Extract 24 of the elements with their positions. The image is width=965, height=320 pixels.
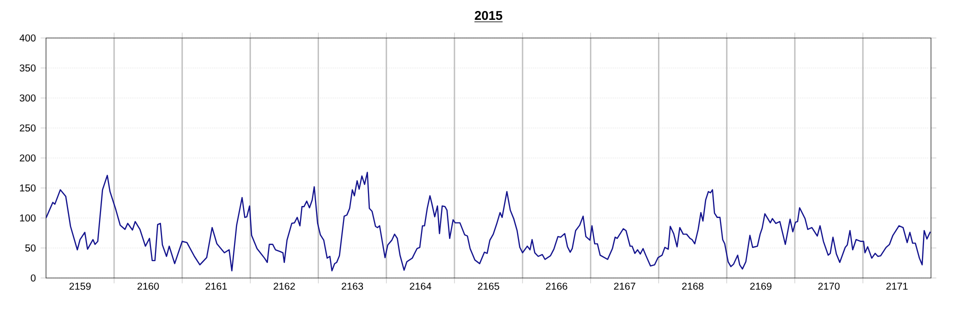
y-tick-label: 150 <box>20 184 36 192</box>
y-tick-label: 400 <box>20 34 36 42</box>
x-tick-label: 2162 <box>274 282 295 290</box>
chart-title: 2015 <box>474 10 502 20</box>
y-tick-label: 300 <box>20 94 36 102</box>
x-tick-label: 2169 <box>750 282 772 290</box>
x-tick-label: 2160 <box>138 282 159 290</box>
x-tick-label: 2166 <box>546 282 568 290</box>
x-tick-label: 2163 <box>342 282 364 290</box>
line-series <box>46 172 931 272</box>
x-tick-label: 2161 <box>206 282 227 290</box>
x-tick-label: 2159 <box>69 282 91 290</box>
x-tick-label: 2165 <box>478 282 500 290</box>
y-tick-label: 350 <box>20 64 36 72</box>
y-tick-label: 50 <box>25 244 36 252</box>
x-tick-label: 2170 <box>818 282 840 290</box>
x-tick-label: 2171 <box>886 282 908 290</box>
y-tick-label: 0 <box>30 274 36 282</box>
x-tick-label: 2164 <box>410 282 432 290</box>
y-tick-label: 250 <box>20 124 36 132</box>
y-tick-label: 100 <box>20 214 36 222</box>
x-tick-label: 2168 <box>682 282 704 290</box>
y-tick-label: 200 <box>20 154 36 162</box>
x-tick-label: 2167 <box>614 282 636 290</box>
